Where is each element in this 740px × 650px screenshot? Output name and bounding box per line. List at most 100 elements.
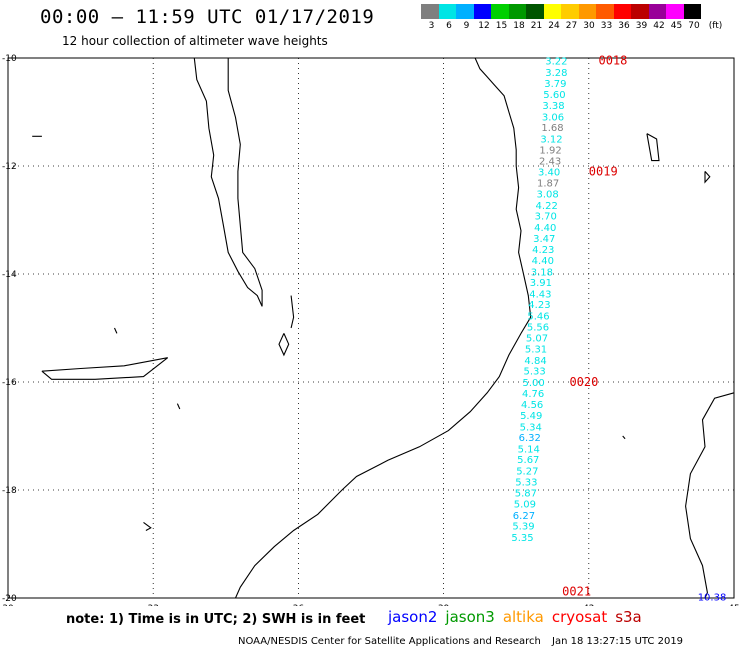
swh-value: 5.46: [527, 312, 549, 323]
color-swatch: [473, 4, 491, 19]
swh-value: 1.92: [539, 145, 561, 156]
color-scale-labels: 3 6 9 12 15 18 21 24 27 30 33 36 39 42 45 70 (ft): [421, 21, 740, 33]
swh-value: 5.07: [526, 334, 548, 345]
color-scale-label: 6: [446, 21, 452, 31]
coastline-segment: [234, 57, 532, 599]
swh-value: 4.76: [522, 389, 544, 400]
color-swatch: [491, 4, 509, 19]
swh-value: 3.28: [545, 68, 567, 79]
x-tick-label: 45: [728, 604, 739, 606]
swh-value: 4.56: [521, 400, 543, 411]
time-label: 0020: [569, 375, 598, 389]
color-swatch: [596, 4, 614, 19]
color-scale-label: 12: [478, 21, 490, 31]
color-swatch: [456, 4, 474, 19]
swh-value: 3.38: [542, 101, 564, 112]
x-tick-label: 36: [293, 604, 305, 606]
color-scale-label: 70: [688, 21, 700, 31]
swh-value: 5.60: [543, 90, 565, 101]
color-swatch: [666, 4, 684, 19]
swh-value: 5.09: [514, 500, 536, 511]
time-label: 0018: [598, 54, 627, 68]
map-grid: [8, 58, 734, 598]
swh-value: 6.32: [519, 433, 541, 444]
x-tick-label: 30: [2, 604, 14, 606]
coastline-segment: [176, 403, 181, 410]
map-frame: [7, 57, 735, 599]
swh-value: 5.35: [511, 533, 533, 544]
swh-value: 3.70: [535, 212, 557, 223]
swh-value: 5.56: [527, 322, 549, 333]
coastline: [32, 57, 735, 599]
swh-value: 4.84: [524, 356, 546, 367]
coastline-segment: [278, 333, 290, 357]
swh-value: 3.79: [544, 79, 566, 90]
map-title: 00:00 – 11:59 UTC 01/17/2019: [40, 6, 375, 28]
swh-value: 5.67: [517, 455, 539, 466]
timestamp-text: Jan 18 13:27:15 UTC 2019: [552, 636, 684, 647]
color-swatch: [543, 4, 561, 19]
swh-value: 6.27: [513, 511, 535, 522]
map-subtitle: 12 hour collection of altimeter wave hei…: [62, 34, 328, 48]
color-swatch: [648, 4, 666, 19]
color-swatch: [421, 4, 439, 19]
satellite-altika: altika: [502, 608, 544, 626]
satellite-jason2: jason2: [388, 608, 438, 626]
color-scale-label: 18: [513, 21, 525, 31]
color-scale-label: 33: [600, 21, 613, 31]
color-scale-label: 21: [530, 21, 543, 31]
coastline-segment: [227, 58, 263, 307]
color-scale-label: 36: [618, 21, 630, 31]
swh-value: 5.34: [520, 422, 542, 433]
coastline-segment: [113, 327, 118, 334]
swh-value: 5.31: [525, 345, 547, 356]
color-swatch: [508, 4, 526, 19]
swh-value: 3.47: [533, 234, 555, 245]
color-scale-label: 15: [495, 21, 508, 31]
color-scale-label: 30: [583, 21, 595, 31]
swh-value: 3.91: [530, 278, 552, 289]
color-swatch: [631, 4, 649, 19]
coastline-segment: [143, 521, 152, 531]
color-scale-label: 3: [428, 21, 435, 31]
swh-value: 4.23: [532, 245, 554, 256]
satellite-jason3: jason3: [445, 608, 495, 626]
coastline-segment: [41, 357, 169, 380]
swh-value: 5.33: [523, 367, 545, 378]
swh-value: 10.38: [698, 592, 727, 603]
satellite-legend: jason2 jason3 altika cryosat s3a: [388, 608, 650, 626]
track-labels: 3.223.283.795.603.383.061.683.121.922.43…: [511, 54, 726, 604]
color-swatch: [438, 4, 456, 19]
swh-value: 4.43: [529, 289, 551, 300]
color-scale-label: 27: [565, 21, 578, 31]
time-label: 0019: [589, 164, 618, 178]
swh-value: 4.40: [534, 223, 556, 234]
color-swatch: [613, 4, 631, 19]
axis-ticks: 30 33 36 39 42 45 -10 -12 -14 -16 -18 -20: [2, 54, 740, 606]
swh-value: 3.40: [538, 167, 560, 178]
color-scale-label: 45: [670, 21, 683, 31]
y-tick-label: -14: [2, 270, 17, 280]
y-tick-label: -18: [2, 486, 17, 496]
coastline-segment: [290, 295, 295, 329]
color-scale-label: (ft): [708, 21, 723, 31]
color-scale-label: 9: [463, 21, 470, 31]
swh-value: 5.27: [516, 467, 538, 478]
x-tick-label: 39: [438, 604, 450, 606]
satellite-s3a: s3a: [615, 608, 642, 626]
swh-value: 3.12: [540, 134, 562, 145]
coastline-segment: [704, 171, 711, 184]
x-tick-label: 33: [147, 604, 158, 606]
y-tick-label: -16: [2, 378, 17, 388]
color-swatch: [578, 4, 596, 19]
swh-value: 3.08: [537, 190, 559, 201]
color-scale-label: 39: [635, 21, 648, 31]
coastline-segment: [685, 392, 735, 599]
satellite-cryosat: cryosat: [551, 608, 608, 626]
coastline-segment: [193, 57, 263, 307]
units-note: note: 1) Time is in UTC; 2) SWH is in fe…: [66, 612, 366, 627]
swh-value: 5.49: [520, 411, 542, 422]
swh-value: 5.00: [522, 378, 544, 389]
swh-value: 4.40: [532, 256, 554, 267]
